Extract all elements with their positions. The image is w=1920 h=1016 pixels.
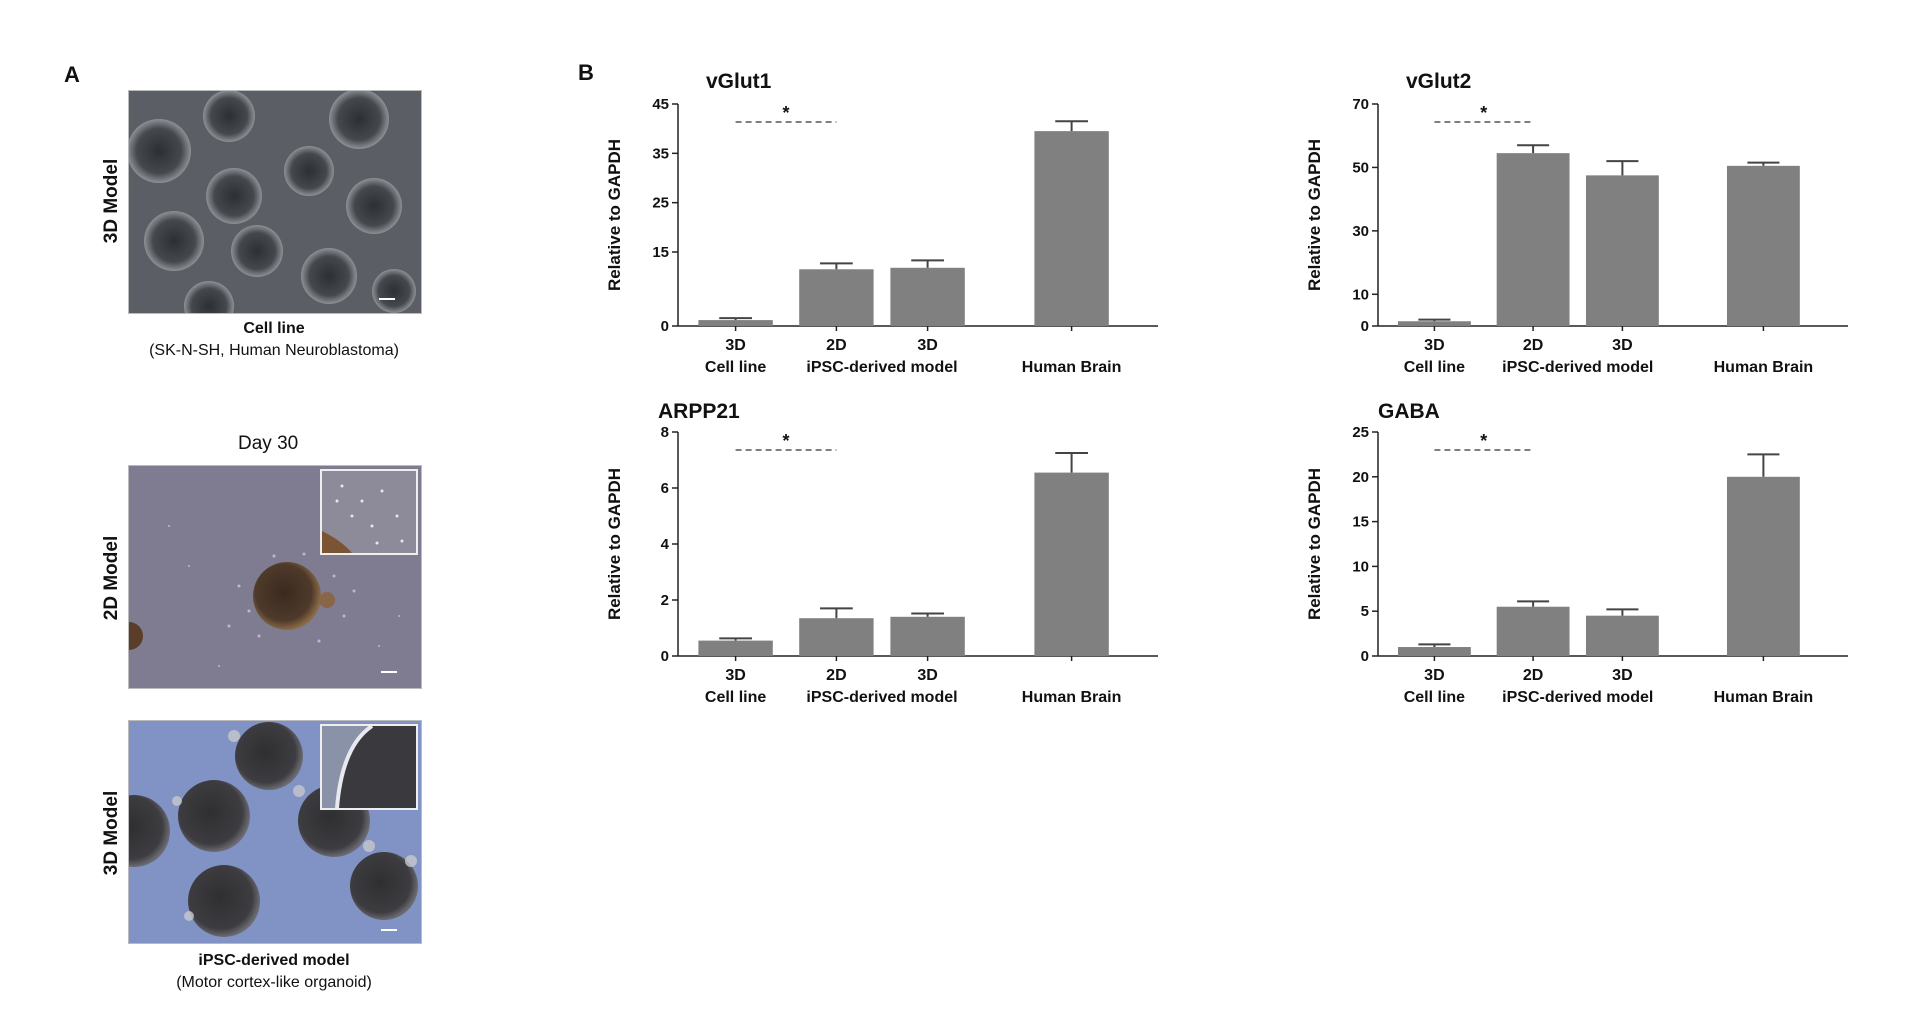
x-tick-label: 3D (1424, 337, 1444, 354)
y-tick-label: 50 (1352, 159, 1369, 176)
chart-title: vGlut1 (706, 70, 772, 93)
bar (1397, 321, 1471, 326)
bar (1726, 165, 1800, 326)
ipsc-model-micrograph (128, 720, 422, 944)
bar (1726, 476, 1800, 656)
y-tick-label: 6 (661, 480, 669, 497)
y-axis-label: Relative to GAPDH (605, 139, 624, 291)
bar (1034, 472, 1109, 656)
y-axis-label: Relative to GAPDH (1305, 468, 1324, 620)
2d-model-image (129, 525, 400, 667)
x-tick-label: 3D (1612, 337, 1632, 354)
significance-marker: * (1480, 431, 1487, 451)
bar (890, 267, 965, 326)
x-tick-label: 2D (826, 667, 846, 684)
bar (799, 618, 874, 656)
chart-title: vGlut2 (1406, 70, 1471, 93)
bar (1585, 175, 1659, 326)
group-label-cell-line: Cell line (705, 359, 766, 376)
group-label-human-brain: Human Brain (1714, 359, 1814, 376)
y-tick-label: 2 (661, 592, 669, 609)
group-label-cell-line: Cell line (1404, 359, 1465, 376)
bar (1397, 647, 1471, 656)
top-caption: Cell line (SK-N-SH, Human Neuroblastoma) (128, 318, 420, 362)
bar (698, 640, 773, 656)
y-tick-label: 0 (1361, 648, 1369, 665)
cell-line-spheroids-image (129, 91, 416, 313)
y-tick-label: 8 (661, 424, 669, 441)
bar (1496, 606, 1570, 656)
y-tick-label: 25 (652, 195, 669, 212)
scale-bar (379, 298, 395, 300)
x-tick-label: 3D (725, 337, 745, 354)
group-label-ipsc: iPSC-derived model (1502, 689, 1653, 706)
bar (1496, 153, 1570, 326)
significance-marker: * (782, 431, 789, 451)
bottom-caption-sub: (Motor cortex-like organoid) (176, 974, 372, 991)
y-tick-label: 45 (652, 96, 669, 113)
y-axis-label: Relative to GAPDH (605, 468, 624, 620)
y-tick-label: 0 (1361, 318, 1369, 335)
scale-bar (381, 671, 397, 673)
organoids-image (129, 722, 418, 937)
group-label-human-brain: Human Brain (1714, 689, 1814, 706)
x-tick-label: 3D (917, 337, 937, 354)
inset-image (335, 726, 416, 808)
y-tick-label: 30 (1352, 223, 1369, 240)
group-label-ipsc: iPSC-derived model (806, 689, 957, 706)
x-tick-label: 3D (1612, 667, 1632, 684)
bottom-caption-title: iPSC-derived model (198, 952, 350, 969)
top-caption-sub: (SK-N-SH, Human Neuroblastoma) (149, 342, 399, 359)
chart-title: ARPP21 (658, 400, 740, 423)
y-tick-label: 15 (652, 244, 669, 261)
inset-image (322, 484, 404, 553)
y-tick-label: 70 (1352, 96, 1369, 113)
cell-line-micrograph (128, 90, 422, 314)
bar (1034, 131, 1109, 326)
y-tick-label: 35 (652, 145, 669, 162)
bar (698, 320, 773, 326)
y-tick-label: 20 (1352, 469, 1369, 486)
bar (799, 269, 874, 326)
chart-title: GABA (1378, 400, 1440, 423)
top-caption-title: Cell line (243, 320, 305, 337)
2d-model-micrograph (128, 465, 422, 689)
group-label-human-brain: Human Brain (1022, 689, 1122, 706)
y-tick-label: 10 (1352, 286, 1369, 303)
day-label: Day 30 (238, 433, 299, 454)
x-tick-label: 3D (917, 667, 937, 684)
x-tick-label: 3D (725, 667, 745, 684)
bar (890, 616, 965, 656)
y-tick-label: 25 (1352, 424, 1369, 441)
group-label-cell-line: Cell line (1404, 689, 1465, 706)
y-tick-label: 0 (661, 318, 669, 335)
y-tick-label: 10 (1352, 558, 1369, 575)
bar (1585, 615, 1659, 656)
ipsc-model-inset (320, 724, 418, 810)
y-tick-label: 5 (1361, 603, 1369, 620)
group-label-ipsc: iPSC-derived model (806, 359, 957, 376)
panel-b-letter: B (578, 60, 594, 85)
x-tick-label: 2D (1523, 337, 1543, 354)
scale-bar (381, 929, 397, 931)
y-tick-label: 4 (661, 536, 670, 553)
significance-marker: * (1480, 103, 1487, 123)
y-axis-label: Relative to GAPDH (1305, 139, 1324, 291)
group-label-human-brain: Human Brain (1022, 359, 1122, 376)
x-tick-label: 2D (1523, 667, 1543, 684)
y-tick-label: 0 (661, 648, 669, 665)
2d-model-inset (320, 469, 418, 555)
x-tick-label: 2D (826, 337, 846, 354)
significance-marker: * (782, 103, 789, 123)
bottom-caption: iPSC-derived model (Motor cortex-like or… (128, 950, 420, 994)
y-tick-label: 15 (1352, 514, 1369, 531)
group-label-cell-line: Cell line (705, 689, 766, 706)
x-tick-label: 3D (1424, 667, 1444, 684)
panel-a-letter: A (64, 62, 80, 87)
group-label-ipsc: iPSC-derived model (1502, 359, 1653, 376)
